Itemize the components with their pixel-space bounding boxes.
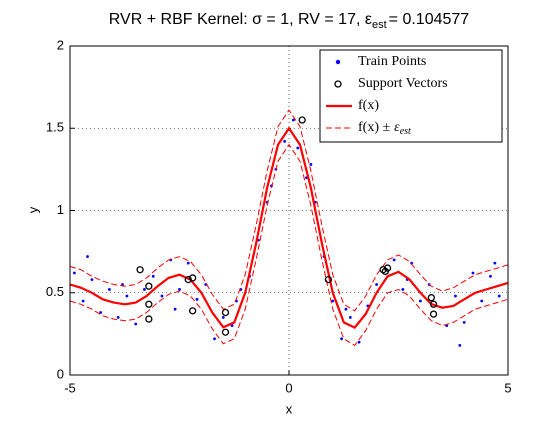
y-axis-label: y	[25, 206, 40, 213]
train-point	[401, 288, 405, 291]
train-point	[90, 278, 94, 281]
train-point	[419, 299, 422, 303]
train-point	[357, 340, 361, 344]
support-vector	[145, 282, 153, 290]
legend-label: f(x)	[358, 98, 379, 113]
train-point	[454, 294, 457, 298]
y-tick-label: 2	[57, 37, 64, 52]
y-tick-label: 1	[57, 202, 64, 217]
train-point	[204, 283, 208, 286]
train-point	[375, 283, 378, 286]
fit-line	[69, 126, 509, 329]
support-vector	[188, 274, 197, 282]
support-vector	[145, 300, 153, 308]
y-tick-label: 0.5	[46, 284, 64, 299]
title-part: = 0.104577	[389, 11, 470, 28]
x-axis-label: x	[286, 401, 293, 416]
support-vector	[145, 315, 153, 323]
train-point	[480, 299, 484, 303]
train-point	[81, 299, 85, 303]
train-point	[178, 288, 181, 291]
train-point	[221, 316, 225, 319]
train-point	[108, 288, 111, 291]
title-part: RVR + RBF Kernel: σ = 1, RV = 17, ε	[109, 11, 372, 28]
chart-title: RVR + RBF Kernel: σ = 1, RV = 17, εest = …	[109, 11, 470, 31]
train-point	[160, 294, 164, 298]
train-point	[291, 118, 295, 122]
legend-sub: est	[400, 126, 411, 137]
train-point	[489, 274, 492, 278]
support-vector	[221, 308, 230, 317]
legend-marker	[334, 80, 342, 88]
train-point	[186, 261, 190, 265]
y-tick-label: 1.5	[46, 120, 64, 135]
support-vector	[298, 116, 306, 124]
legend-label: f(x) ± εest	[358, 120, 411, 137]
support-vector	[383, 264, 392, 272]
train-point	[143, 288, 146, 291]
train-point	[392, 258, 396, 262]
train-point	[331, 299, 335, 303]
train-point	[497, 294, 501, 298]
train-point	[213, 337, 216, 341]
x-tick-label: -5	[64, 380, 76, 395]
train-point	[99, 311, 103, 314]
support-vector	[221, 328, 230, 336]
lower-bound	[69, 143, 509, 347]
train-point	[151, 274, 155, 278]
support-vector	[427, 294, 436, 302]
legend-marker	[335, 59, 341, 65]
train-point	[72, 271, 76, 275]
legend-label: Train Points	[358, 54, 426, 69]
train-point	[493, 261, 497, 265]
train-point	[230, 324, 234, 328]
train-point	[173, 307, 177, 311]
train-point	[471, 271, 475, 275]
axes-frame	[69, 45, 509, 376]
x-tick-label: 0	[285, 380, 292, 395]
train-point	[121, 283, 124, 286]
train-point	[340, 337, 343, 341]
legend-part: ε	[394, 120, 400, 135]
train-point	[309, 163, 313, 166]
support-vector	[324, 275, 333, 284]
train-point	[195, 297, 199, 301]
train-point	[462, 320, 466, 324]
support-vector	[429, 310, 438, 318]
support-vector	[136, 266, 144, 274]
legend-box	[319, 49, 503, 143]
train-point	[283, 140, 287, 143]
x-tick-label: 5	[504, 380, 511, 395]
legend: Train Points Support Vectors f(x) f(x) ± εes…	[319, 49, 503, 143]
support-vector	[429, 300, 438, 308]
train-point	[86, 255, 89, 258]
train-point	[348, 316, 352, 319]
support-vector	[188, 307, 197, 315]
legend-label: Support Vectors	[358, 76, 448, 91]
title-sub: est	[372, 19, 387, 31]
train-point	[134, 322, 138, 326]
upper-bound	[69, 109, 509, 312]
train-point	[116, 316, 120, 319]
legend-part: f(x) ±	[358, 120, 390, 135]
train-point	[125, 294, 129, 298]
train-point	[296, 146, 300, 150]
train-point	[344, 307, 348, 311]
y-tick-label: 0	[57, 366, 64, 381]
support-vector	[184, 275, 192, 284]
train-point	[458, 343, 462, 347]
